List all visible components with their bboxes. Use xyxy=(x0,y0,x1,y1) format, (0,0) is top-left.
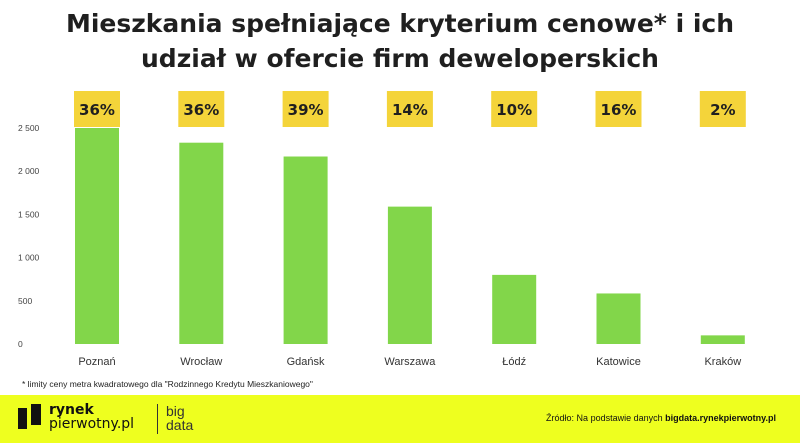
footnote: * limity ceny metra kwadratowego dla "Ro… xyxy=(22,379,313,389)
bar xyxy=(75,128,119,344)
share-badge-label: 16% xyxy=(601,101,637,119)
bigdata-line-2: data xyxy=(166,417,194,433)
logo-text-line-1: rynek xyxy=(49,402,94,418)
share-badge-label: 10% xyxy=(496,101,532,119)
x-tick-label: Wrocław xyxy=(180,356,222,368)
y-tick-label: 2 500 xyxy=(18,123,40,133)
y-tick-label: 2 000 xyxy=(18,166,40,176)
share-badge-label: 2% xyxy=(710,101,735,119)
logo-text-line-2: pierwotny.pl xyxy=(49,416,135,432)
share-badge xyxy=(282,91,329,127)
share-badge xyxy=(699,91,746,127)
source-note: Źródło: Na podstawie danych bigdata.ryne… xyxy=(546,413,776,423)
bar xyxy=(596,293,641,344)
rynekpierwotny-logo[interactable]: rynek pierwotny.pl xyxy=(18,403,134,431)
bar xyxy=(387,206,432,344)
share-badge xyxy=(178,91,225,127)
share-badge xyxy=(74,91,120,127)
y-tick-label: 500 xyxy=(18,296,32,306)
share-badge xyxy=(595,91,642,127)
y-tick-label: 1 500 xyxy=(18,209,40,219)
share-badge-label: 39% xyxy=(288,101,324,119)
bar xyxy=(492,274,537,344)
x-tick-label: Katowice xyxy=(596,356,641,368)
chart-title-line-2: udział w ofercie firm deweloperskich xyxy=(141,44,659,73)
chart-title: Mieszkania spełniające kryterium cenowe*… xyxy=(0,6,800,76)
share-badge-label: 36% xyxy=(183,101,219,119)
bigdata-logo: big data xyxy=(166,404,193,432)
share-badge xyxy=(491,91,538,127)
share-badge xyxy=(386,91,433,127)
share-badge-label: 36% xyxy=(79,101,115,119)
source-link[interactable]: bigdata.rynekpierwotny.pl xyxy=(665,413,776,423)
y-tick-label: 0 xyxy=(18,339,23,349)
x-tick-label: Poznań xyxy=(78,356,115,368)
y-tick-label: 1 000 xyxy=(18,253,40,263)
bar xyxy=(700,335,745,344)
bigdata-line-1: big xyxy=(166,403,185,419)
share-badge-label: 14% xyxy=(392,101,428,119)
x-tick-label: Gdańsk xyxy=(287,356,325,368)
bar xyxy=(179,142,224,344)
x-tick-label: Łódź xyxy=(502,356,526,368)
chart-title-line-1: Mieszkania spełniające kryterium cenowe*… xyxy=(65,9,735,38)
x-tick-label: Kraków xyxy=(704,356,741,368)
bar-chart: 0 500 1 000 1 500 2 000 2 500 36% Poznań 36% Wroc… xyxy=(18,91,746,368)
logo-divider xyxy=(157,404,158,434)
rynekpierwotny-logo-icon xyxy=(18,404,41,429)
x-tick-label: Warszawa xyxy=(384,356,436,368)
bar xyxy=(283,156,328,344)
footer-bar: rynek pierwotny.pl big data Źródło: Na p… xyxy=(0,395,800,443)
source-label: Źródło: Na podstawie danych xyxy=(546,413,663,423)
